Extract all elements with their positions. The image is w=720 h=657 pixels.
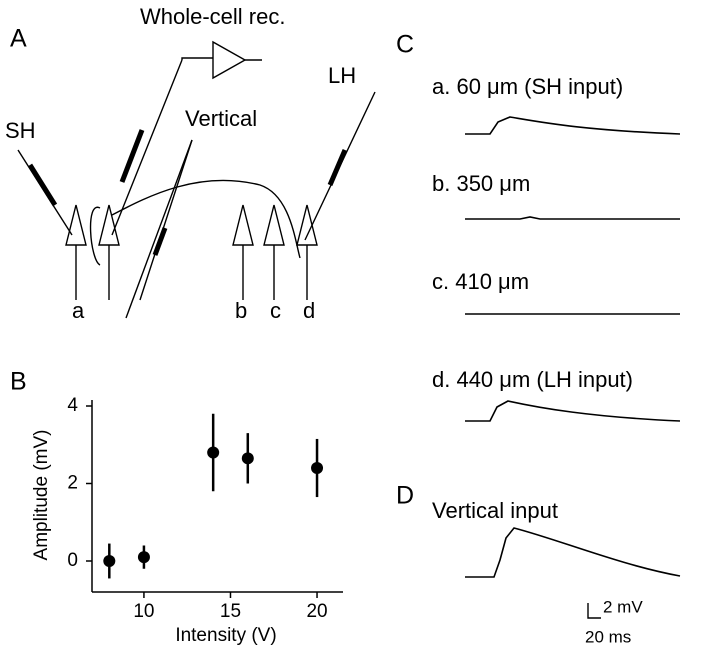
trace-label: c. 410 μm	[432, 269, 529, 294]
electrode-label: SH	[5, 118, 36, 143]
point	[241, 452, 254, 465]
trace-label: d. 440 μm (LH input)	[432, 367, 633, 392]
scale-label: 20 ms	[585, 627, 631, 646]
cell-label: d	[303, 298, 315, 323]
panel-label: D	[396, 482, 414, 510]
electrode-label: Whole-cell rec.	[140, 4, 285, 29]
trace-label: a. 60 μm (SH input)	[432, 74, 623, 99]
panel-label: C	[396, 31, 414, 59]
scale-bar	[587, 603, 601, 619]
cell-label: b	[235, 298, 247, 323]
panel-label: A	[10, 25, 27, 53]
cell-label: c	[270, 298, 281, 323]
diagram-drawing	[17, 40, 376, 319]
panel-label: B	[10, 368, 27, 396]
cell-label: a	[72, 298, 85, 323]
trace	[465, 400, 681, 422]
scatter-plot: 0 2 4 10 15 20	[67, 395, 343, 622]
x-tick-label: 10	[133, 601, 154, 622]
x-tick-label: 15	[220, 601, 241, 622]
point	[311, 462, 324, 474]
point	[207, 446, 220, 459]
trace-label: b. 350 μm	[432, 171, 530, 196]
y-tick-label: 0	[67, 550, 78, 571]
trace	[465, 216, 680, 220]
x-tick-label: 20	[306, 601, 327, 622]
y-axis-title: Amplitude (mV)	[31, 430, 52, 561]
trace-title: Vertical input	[432, 498, 558, 523]
y-tick-label: 2	[67, 473, 78, 494]
scale-label: 2 mV	[603, 597, 643, 616]
point	[137, 551, 150, 564]
electrode-label: Vertical	[185, 106, 257, 131]
trace	[465, 527, 681, 578]
y-tick-label: 4	[67, 395, 78, 416]
point	[103, 555, 116, 567]
x-axis-title: Intensity (V)	[175, 625, 276, 646]
electrode-label: LH	[328, 63, 356, 88]
trace	[465, 116, 681, 135]
